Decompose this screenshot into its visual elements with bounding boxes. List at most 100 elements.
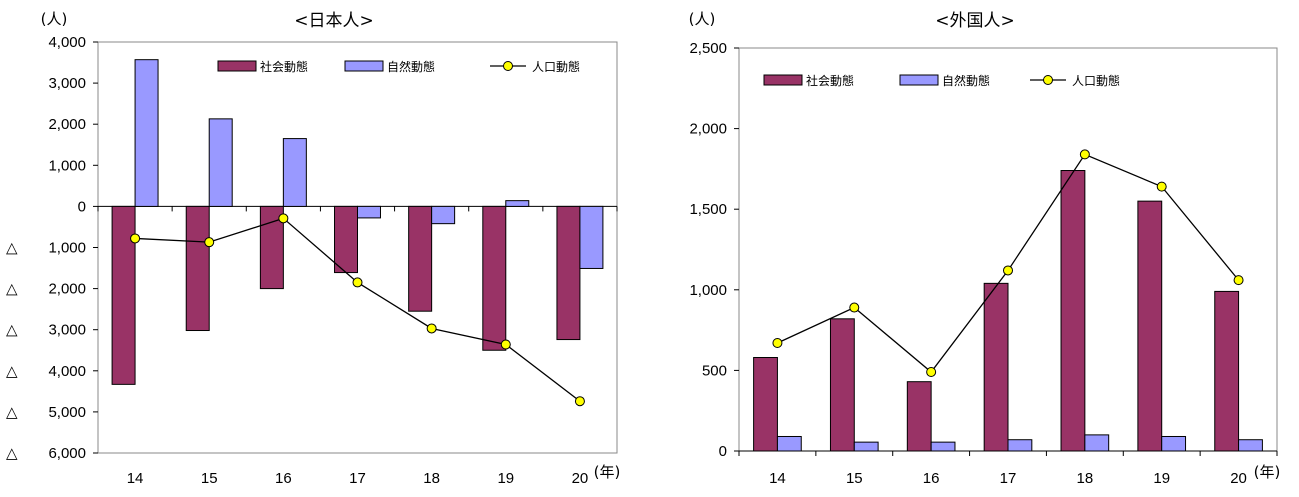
point-population-change xyxy=(1003,265,1013,276)
bar-social-change xyxy=(1137,200,1163,452)
y-tick-label: 1,000 xyxy=(48,157,86,174)
legend-swatch xyxy=(763,74,803,86)
x-tick-label: 15 xyxy=(846,470,863,487)
bar-natural-change xyxy=(208,118,233,207)
y-tick-label: 4,000 xyxy=(48,34,86,51)
chart-foreign: <外国人> (人) 2,500 2,000 1,500 1,000 500 0 14 15 16 17… xyxy=(650,0,1299,497)
legend-swatch xyxy=(217,60,257,72)
x-tick-label: 16 xyxy=(275,470,292,487)
chart-japanese: <日本人> (人) 4,000 3,000 2,000 1,000 0 1,000 △ 2,000… xyxy=(6,10,621,487)
point-population-change xyxy=(426,323,437,334)
x-tick-label: 14 xyxy=(127,470,144,487)
y-tick-negative-mark: △ xyxy=(6,239,18,257)
x-tick-label: 18 xyxy=(423,470,440,487)
point-population-change xyxy=(1233,275,1244,286)
bar-natural-change xyxy=(134,59,159,207)
x-tick-label: 17 xyxy=(1000,470,1017,487)
point-population-change xyxy=(1156,181,1167,192)
point-population-change xyxy=(926,367,937,378)
bar-natural-change xyxy=(1161,435,1187,452)
y-tick-label: 2,500 xyxy=(689,40,727,57)
bar-natural-change xyxy=(282,138,307,207)
legend-item: 社会動態 xyxy=(217,59,308,74)
bar-social-change xyxy=(259,205,284,290)
y-tick-label: 5,000 xyxy=(48,404,86,421)
chart-svg: <日本人> (人) 4,000 3,000 2,000 1,000 0 1,000 △ 2,000… xyxy=(6,10,621,487)
bar-social-change xyxy=(753,357,778,452)
bar-natural-change xyxy=(776,435,802,452)
y-tick-negative-mark: △ xyxy=(6,362,18,380)
y-tick-label: 2,000 xyxy=(48,281,86,298)
legend-item: 人口動態 xyxy=(1030,73,1120,88)
bar-social-change xyxy=(1060,170,1086,452)
x-tick-label: 20 xyxy=(1230,470,1247,487)
bar-social-change xyxy=(1214,290,1240,452)
bar-natural-change xyxy=(579,205,604,269)
legend-label: 人口動態 xyxy=(532,59,580,74)
y-tick-label: 6,000 xyxy=(48,445,86,462)
y-tick-negative-mark: △ xyxy=(6,321,18,339)
legend-label: 自然動態 xyxy=(387,59,435,74)
x-axis-unit: (年) xyxy=(1254,463,1281,481)
point-population-change xyxy=(1079,149,1090,160)
y-tick-label: 2,000 xyxy=(48,116,86,133)
bar-social-change xyxy=(408,205,433,312)
y-tick-negative-mark: △ xyxy=(6,444,18,462)
bar-natural-change xyxy=(357,205,381,219)
bar-social-change xyxy=(906,381,932,452)
bar-natural-change xyxy=(431,205,456,225)
bar-social-change xyxy=(983,282,1009,452)
x-axis-unit: (年) xyxy=(594,463,621,481)
y-tick-label: 1,000 xyxy=(689,282,727,299)
y-tick-label: 2,000 xyxy=(689,121,727,138)
legend-marker xyxy=(1043,75,1053,85)
x-tick-label: 19 xyxy=(1153,470,1170,487)
point-population-change xyxy=(574,396,585,407)
x-tick-label: 20 xyxy=(572,470,589,487)
bar-natural-change xyxy=(505,200,530,207)
chart-title: <外国人> xyxy=(935,11,1015,31)
x-tick-label: 19 xyxy=(497,470,514,487)
legend-label: 人口動態 xyxy=(1072,73,1120,88)
y-tick-label: 0 xyxy=(719,443,727,460)
y-tick-label: 1,500 xyxy=(689,201,727,218)
x-tick-label: 16 xyxy=(923,470,940,487)
legend-label: 社会動態 xyxy=(260,59,308,74)
point-population-change xyxy=(204,237,215,248)
y-tick-label: 0 xyxy=(78,198,86,215)
y-tick-negative-mark: △ xyxy=(6,280,18,298)
legend-marker xyxy=(503,61,513,71)
chart-svg: <外国人> (人) 2,500 2,000 1,500 1,000 500 0 14 15 16 17… xyxy=(689,10,1281,487)
x-tick-label: 18 xyxy=(1077,470,1094,487)
y-tick-label: 4,000 xyxy=(48,363,86,380)
point-population-change xyxy=(352,277,363,288)
bar-natural-change xyxy=(1238,439,1263,452)
x-tick-label: 17 xyxy=(349,470,366,487)
bar-natural-change xyxy=(930,441,956,452)
point-population-change xyxy=(130,233,141,244)
y-tick-label: 1,000 xyxy=(48,240,86,257)
legend-item: 人口動態 xyxy=(490,59,580,74)
y-tick-label: 3,000 xyxy=(48,322,86,339)
bar-social-change xyxy=(482,205,507,351)
bar-natural-change xyxy=(1007,439,1033,452)
legend-item: 社会動態 xyxy=(763,73,854,88)
y-tick-label: 500 xyxy=(702,362,727,379)
legend-item: 自然動態 xyxy=(344,59,435,74)
y-tick-label: 3,000 xyxy=(48,75,86,92)
bar-social-change xyxy=(334,205,359,274)
chart-title: <日本人> xyxy=(294,11,374,31)
x-tick-label: 15 xyxy=(201,470,218,487)
point-population-change xyxy=(772,337,783,348)
legend-label: 自然動態 xyxy=(942,73,990,88)
legend-swatch xyxy=(899,74,939,86)
bar-social-change xyxy=(556,205,581,341)
point-population-change xyxy=(278,213,289,224)
point-population-change xyxy=(849,302,860,313)
legend-item: 自然動態 xyxy=(899,73,990,88)
legend-swatch xyxy=(344,60,384,72)
point-population-change xyxy=(500,339,511,350)
bar-social-change xyxy=(829,318,855,452)
y-axis-unit: (人) xyxy=(689,10,716,28)
bar-natural-change xyxy=(853,441,879,452)
